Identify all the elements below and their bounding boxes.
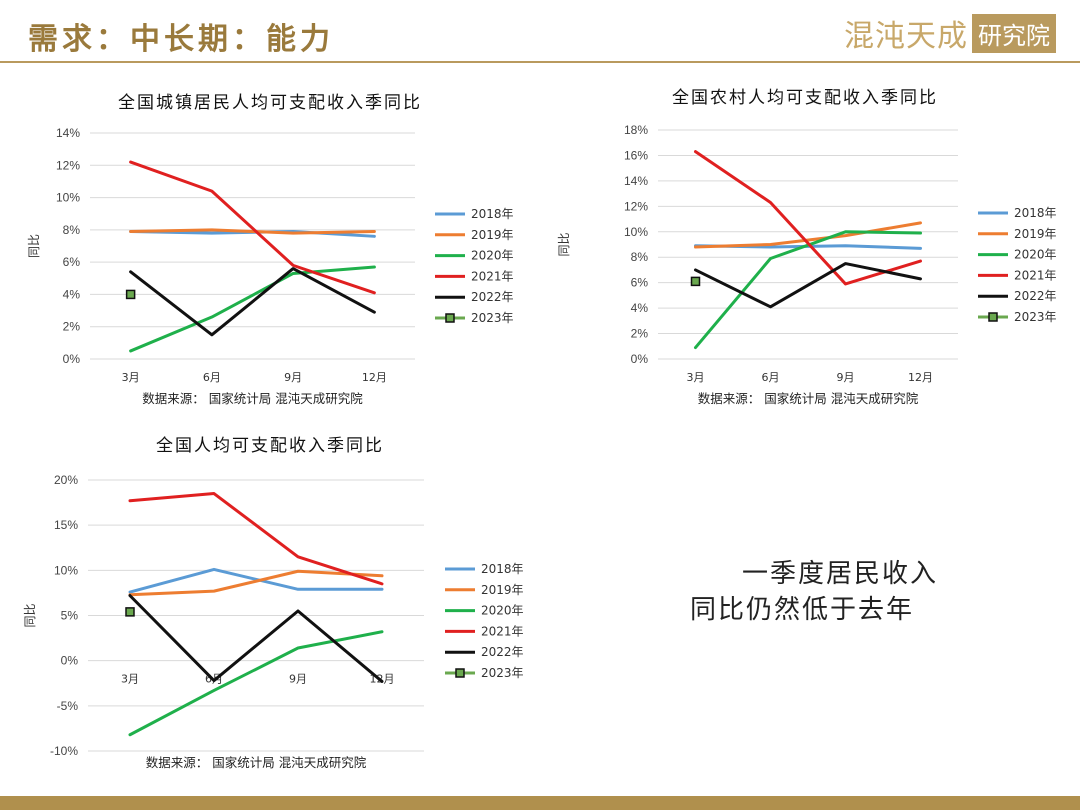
x-tick-label: 12月 — [362, 371, 387, 384]
y-tick-label: -10% — [50, 744, 78, 758]
y-tick-label: 6% — [631, 276, 649, 290]
y-tick-label: 4% — [63, 287, 81, 301]
chart-title: 全国城镇居民人均可支配收入季同比 — [118, 93, 422, 113]
slide-title: 需求：中长期：能力 — [28, 22, 334, 57]
y-tick-label: 20% — [54, 473, 78, 487]
series-line-2019年 — [128, 569, 384, 597]
legend-label: 2019年 — [481, 583, 524, 597]
chart-title: 全国农村人均可支配收入季同比 — [672, 88, 938, 108]
y-tick-label: 0% — [63, 352, 81, 366]
chart-svg: 全国农村人均可支配收入季同比 0% 2% 4% 6% 8% 10% 12% 14% 16% 18% 3… — [557, 88, 1057, 406]
x-tick-label: 6月 — [203, 371, 221, 384]
series-line-2019年 — [694, 221, 922, 249]
urban-income-chart: 全国城镇居民人均可支配收入季同比 0% 2% 4% 6% 8% 10% 12% 14% 3月 6月 9… — [0, 70, 540, 415]
series-line-2018年 — [128, 567, 384, 594]
legend-label: 2018年 — [471, 207, 514, 221]
legend-label: 2022年 — [471, 290, 514, 304]
legend-label: 2021年 — [471, 269, 514, 283]
legend-label: 2022年 — [1014, 289, 1057, 303]
x-tick-label: 6月 — [762, 371, 780, 384]
y-tick-label: 10% — [56, 191, 80, 205]
y-tick-label: 12% — [56, 158, 80, 172]
brand-name: 混沌天成 — [844, 19, 968, 54]
legend-label: 2023年 — [1014, 310, 1057, 324]
legend-label: 2022年 — [481, 645, 524, 659]
y-tick-label: 15% — [54, 518, 78, 532]
series-line-2021年 — [694, 150, 922, 286]
chart-svg: 全国城镇居民人均可支配收入季同比 0% 2% 4% 6% 8% 10% 12% 14% 3月 6月 9… — [27, 93, 514, 406]
y-tick-label: 6% — [63, 255, 81, 269]
national-income-chart: 全国人均可支配收入季同比 -10% -5% 0% 5% 10% 15% 20% 3月 6月 9月 12… — [0, 425, 540, 780]
x-tick-label: 3月 — [122, 371, 140, 384]
x-tick-label: 9月 — [284, 371, 302, 384]
brand-logo: 混沌天成 研究院 — [844, 13, 1056, 54]
y-tick-label: 10% — [624, 225, 648, 239]
y-axis-label: 同比 — [557, 232, 571, 256]
y-tick-label: 2% — [631, 327, 649, 341]
chart-svg: 全国人均可支配收入季同比-10%-5%0%5%10%15%20%3月 6月 9月 12… — [23, 436, 524, 770]
legend-marker — [445, 313, 455, 323]
series-line-2021年 — [129, 160, 376, 295]
y-tick-label: 0% — [61, 654, 79, 668]
y-tick-label: 8% — [631, 250, 649, 264]
brand-institute: 研究院 — [972, 13, 1056, 53]
source-note: 数据来源： 国家统计局 混沌天成研究院 — [698, 391, 919, 406]
y-tick-label: 5% — [61, 609, 79, 623]
series-line-2022年 — [128, 594, 384, 683]
legend-label: 2018年 — [1014, 206, 1057, 220]
y-axis-label: 同比 — [23, 603, 37, 627]
y-tick-label: 12% — [624, 199, 648, 213]
legend-label: 2020年 — [471, 249, 514, 263]
conclusion-line-2: 同比仍然低于去年 — [690, 595, 915, 625]
x-tick-label: 9月 — [837, 371, 855, 384]
legend-label: 2020年 — [1014, 248, 1057, 262]
source-note: 数据来源： 国家统计局 混沌天成研究院 — [142, 391, 363, 406]
header-divider — [0, 61, 1080, 63]
series-line-2022年 — [694, 262, 922, 309]
legend-label: 2023年 — [471, 311, 514, 325]
legend-marker — [455, 668, 465, 678]
legend-label: 2021年 — [481, 624, 524, 638]
y-tick-label: 16% — [624, 148, 648, 162]
legend-label: 2023年 — [481, 666, 524, 680]
legend-label: 2021年 — [1014, 268, 1057, 282]
series-line-2019年 — [129, 228, 376, 235]
source-note: 数据来源： 国家统计局 混沌天成研究院 — [146, 755, 367, 770]
legend-label: 2019年 — [471, 228, 514, 242]
legend-label: 2019年 — [1014, 227, 1057, 241]
y-tick-label: 0% — [631, 352, 649, 366]
legend-label: 2018年 — [481, 562, 524, 576]
series-line-2022年 — [129, 267, 376, 337]
x-tick-label: 9月 — [289, 673, 307, 686]
y-axis-label: 同比 — [27, 234, 41, 258]
conclusion-line-1: 一季度居民收入 — [742, 559, 939, 589]
y-tick-label: 10% — [54, 563, 78, 577]
chart-title: 全国人均可支配收入季同比 — [156, 436, 384, 456]
y-tick-label: 14% — [624, 174, 648, 188]
series-line-2020年 — [694, 230, 922, 350]
x-tick-label: 3月 — [121, 673, 139, 686]
legend-marker — [988, 312, 998, 322]
y-tick-label: 8% — [63, 223, 81, 237]
legend-label: 2020年 — [481, 604, 524, 618]
series-point-2023年 — [125, 607, 135, 617]
x-tick-label: 12月 — [908, 371, 933, 384]
series-point-2023年 — [125, 289, 136, 300]
footer-bar — [0, 796, 1080, 810]
y-tick-label: 18% — [624, 123, 648, 137]
series-line-2020年 — [129, 265, 376, 353]
y-tick-label: 2% — [63, 320, 81, 334]
y-tick-label: -5% — [57, 699, 79, 713]
rural-income-chart: 全国农村人均可支配收入季同比 0% 2% 4% 6% 8% 10% 12% 14% 16% 18% 3… — [540, 70, 1080, 415]
series-line-2021年 — [128, 492, 384, 586]
y-tick-label: 14% — [56, 126, 80, 140]
series-point-2023年 — [690, 276, 701, 287]
x-tick-label: 3月 — [687, 371, 705, 384]
series-line-2020年 — [128, 630, 384, 737]
y-tick-label: 4% — [631, 301, 649, 315]
